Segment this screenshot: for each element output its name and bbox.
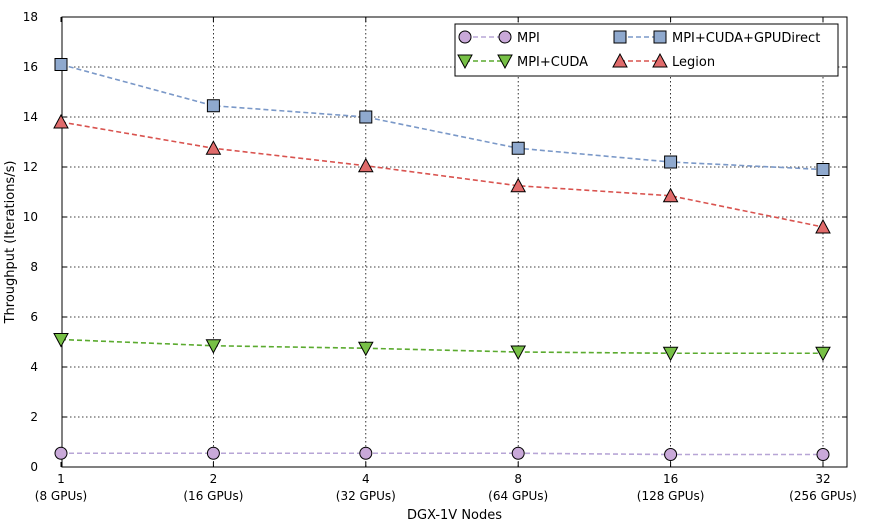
legend-label: MPI+CUDA+GPUDirect xyxy=(672,31,820,46)
data-point xyxy=(816,448,830,461)
legend-label: MPI xyxy=(517,31,540,46)
data-point xyxy=(206,99,220,113)
data-point xyxy=(205,339,222,354)
legend-marker xyxy=(612,52,628,68)
grid-lines xyxy=(62,17,847,467)
y-axis-label: Throughput (Iterations/s) xyxy=(3,161,18,325)
legend-item: MPI+CUDA xyxy=(457,54,588,70)
legend-item: MPI+CUDA+GPUDirect xyxy=(613,30,820,46)
data-point xyxy=(357,341,374,357)
y-tick-label: 18 xyxy=(23,10,38,24)
y-tick-label: 4 xyxy=(30,360,38,374)
y-tick-label: 2 xyxy=(30,410,38,424)
data-point xyxy=(815,346,831,362)
x-tick-sublabel: (16 GPUs) xyxy=(183,489,243,503)
legend-marker xyxy=(497,54,513,70)
y-tick-label: 14 xyxy=(23,110,38,124)
data-point xyxy=(206,446,220,460)
y-tick-label: 8 xyxy=(30,260,38,274)
legend-label: MPI+CUDA xyxy=(517,55,588,70)
data-point xyxy=(205,140,222,155)
data-point xyxy=(816,163,830,176)
legend-marker xyxy=(613,30,627,44)
legend-marker xyxy=(652,52,668,68)
data-point xyxy=(510,177,527,193)
legend-marker xyxy=(653,30,667,44)
legend-box xyxy=(454,23,839,77)
series-line xyxy=(60,63,824,171)
x-tick-sublabel: (256 GPUs) xyxy=(789,489,857,503)
series-mpi-cuda-gpudirect xyxy=(54,58,830,176)
series-line xyxy=(61,452,823,456)
x-tick-label: 32 xyxy=(815,472,830,486)
x-tick-label: 16 xyxy=(663,472,678,486)
x-tick-label: 1 xyxy=(57,472,65,486)
legend-label: Legion xyxy=(672,55,715,70)
data-point xyxy=(357,157,374,173)
legend-item: Legion xyxy=(612,52,715,70)
series-legion xyxy=(53,113,831,234)
data-point xyxy=(359,446,373,460)
data-point xyxy=(662,346,679,362)
y-tick-label: 16 xyxy=(23,60,38,74)
data-point xyxy=(664,448,678,461)
data-point xyxy=(511,446,525,460)
data-point xyxy=(510,345,527,361)
series-line xyxy=(60,121,824,228)
legend-marker xyxy=(458,30,472,44)
legend: MPI MPI+CUDA MPI+CUDA+GPUDirect Legion xyxy=(454,23,839,77)
data-point xyxy=(53,113,69,129)
x-tick-label: 8 xyxy=(514,472,522,486)
x-axis-label: DGX-1V Nodes xyxy=(407,508,502,523)
data-point xyxy=(54,446,68,460)
series-line xyxy=(60,338,823,355)
data-point xyxy=(664,155,678,169)
axis-ticks: 0 2 4 6 8 10 12 14 16 18 1 (8 GPUs) 2 (16 GPUs) 4 (32 G… xyxy=(23,10,857,503)
x-tick-sublabel: (64 GPUs) xyxy=(488,489,548,503)
legend-marker xyxy=(498,30,512,44)
x-tick-sublabel: (8 GPUs) xyxy=(35,489,87,503)
x-tick-sublabel: (32 GPUs) xyxy=(336,489,396,503)
y-tick-label: 0 xyxy=(30,460,38,474)
data-point xyxy=(815,218,831,234)
y-tick-label: 12 xyxy=(23,160,38,174)
data-point xyxy=(54,58,68,71)
series-mpi xyxy=(54,446,830,461)
data-point xyxy=(662,187,679,203)
x-tick-label: 2 xyxy=(210,472,218,486)
data-point xyxy=(359,110,373,124)
data-point xyxy=(53,333,69,348)
plot-frame xyxy=(61,16,848,468)
legend-item: MPI xyxy=(458,30,540,46)
y-tick-label: 10 xyxy=(23,210,38,224)
y-tick-label: 6 xyxy=(30,310,38,324)
series-layer xyxy=(53,58,831,461)
x-tick-sublabel: (128 GPUs) xyxy=(637,489,705,503)
legend-marker xyxy=(457,54,473,70)
x-tick-label: 4 xyxy=(362,472,370,486)
data-point xyxy=(511,141,525,155)
series-mpi-cuda xyxy=(53,333,831,362)
